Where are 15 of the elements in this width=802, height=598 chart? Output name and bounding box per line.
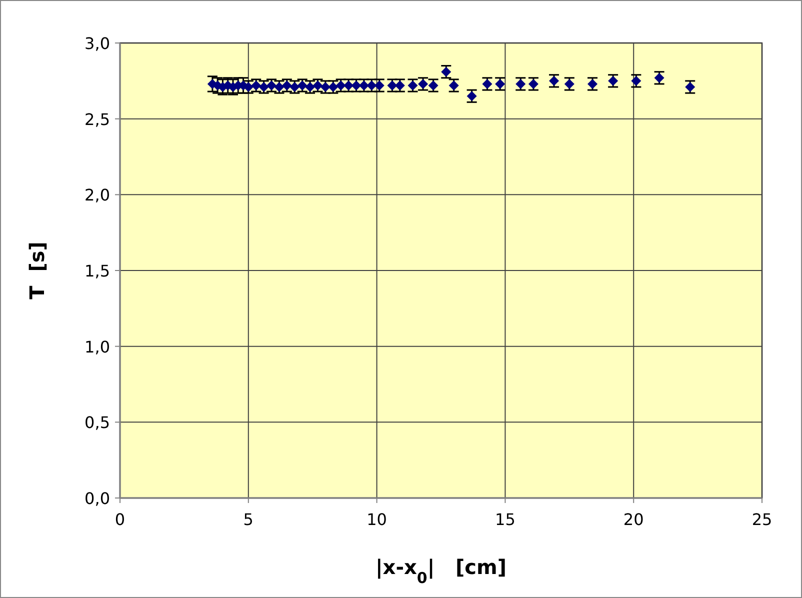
y-tick-label: 0,0 <box>84 489 110 508</box>
x-tick-label: 15 <box>495 510 516 529</box>
x-tick-label: 0 <box>114 510 126 529</box>
y-tick-label: 2,5 <box>84 110 110 129</box>
y-tick-label: 2,0 <box>84 186 110 205</box>
y-tick-label: 3,0 <box>84 34 110 53</box>
y-axis-title: T [s] <box>25 242 49 300</box>
x-tick-label: 10 <box>366 510 387 529</box>
y-tick-label: 1,0 <box>84 337 110 356</box>
x-tick-label: 25 <box>752 510 772 529</box>
x-axis-title: |x-x$_{0}$| [cm] <box>375 555 507 587</box>
y-tick-label: 0,5 <box>84 413 110 432</box>
y-tick-label: 1,5 <box>84 262 110 280</box>
x-tick-label: 20 <box>623 510 644 529</box>
x-tick-label: 5 <box>243 510 254 529</box>
